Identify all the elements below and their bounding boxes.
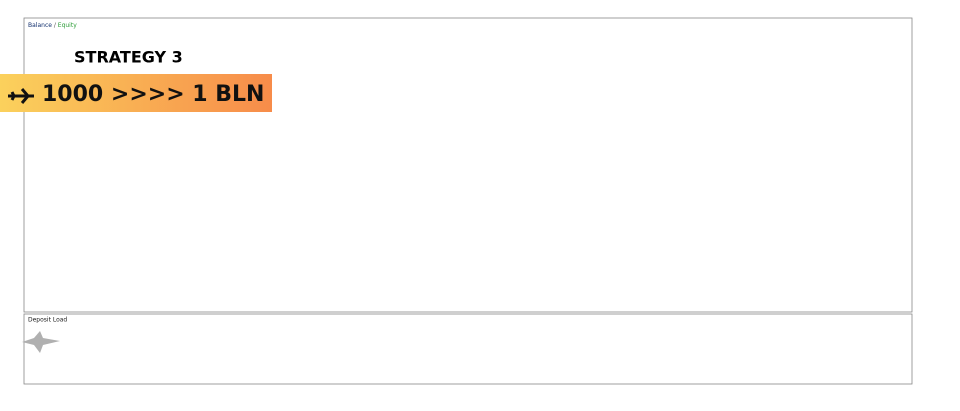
load-panel [23,313,913,385]
legend: Balance / Equity [28,22,77,29]
main-panel [23,17,913,313]
banner [0,74,272,112]
panel-title: Deposit Load [28,317,67,324]
plane-icon [8,88,34,104]
legend-sep: / [52,22,58,29]
banner-text: 1000 >>>> 1 BLN [42,82,264,107]
legend-entry: Equity [58,22,77,29]
legend-entry: Balance [28,22,52,29]
jet-icon [22,331,60,353]
annotation: STRATEGY 3 [74,48,183,67]
